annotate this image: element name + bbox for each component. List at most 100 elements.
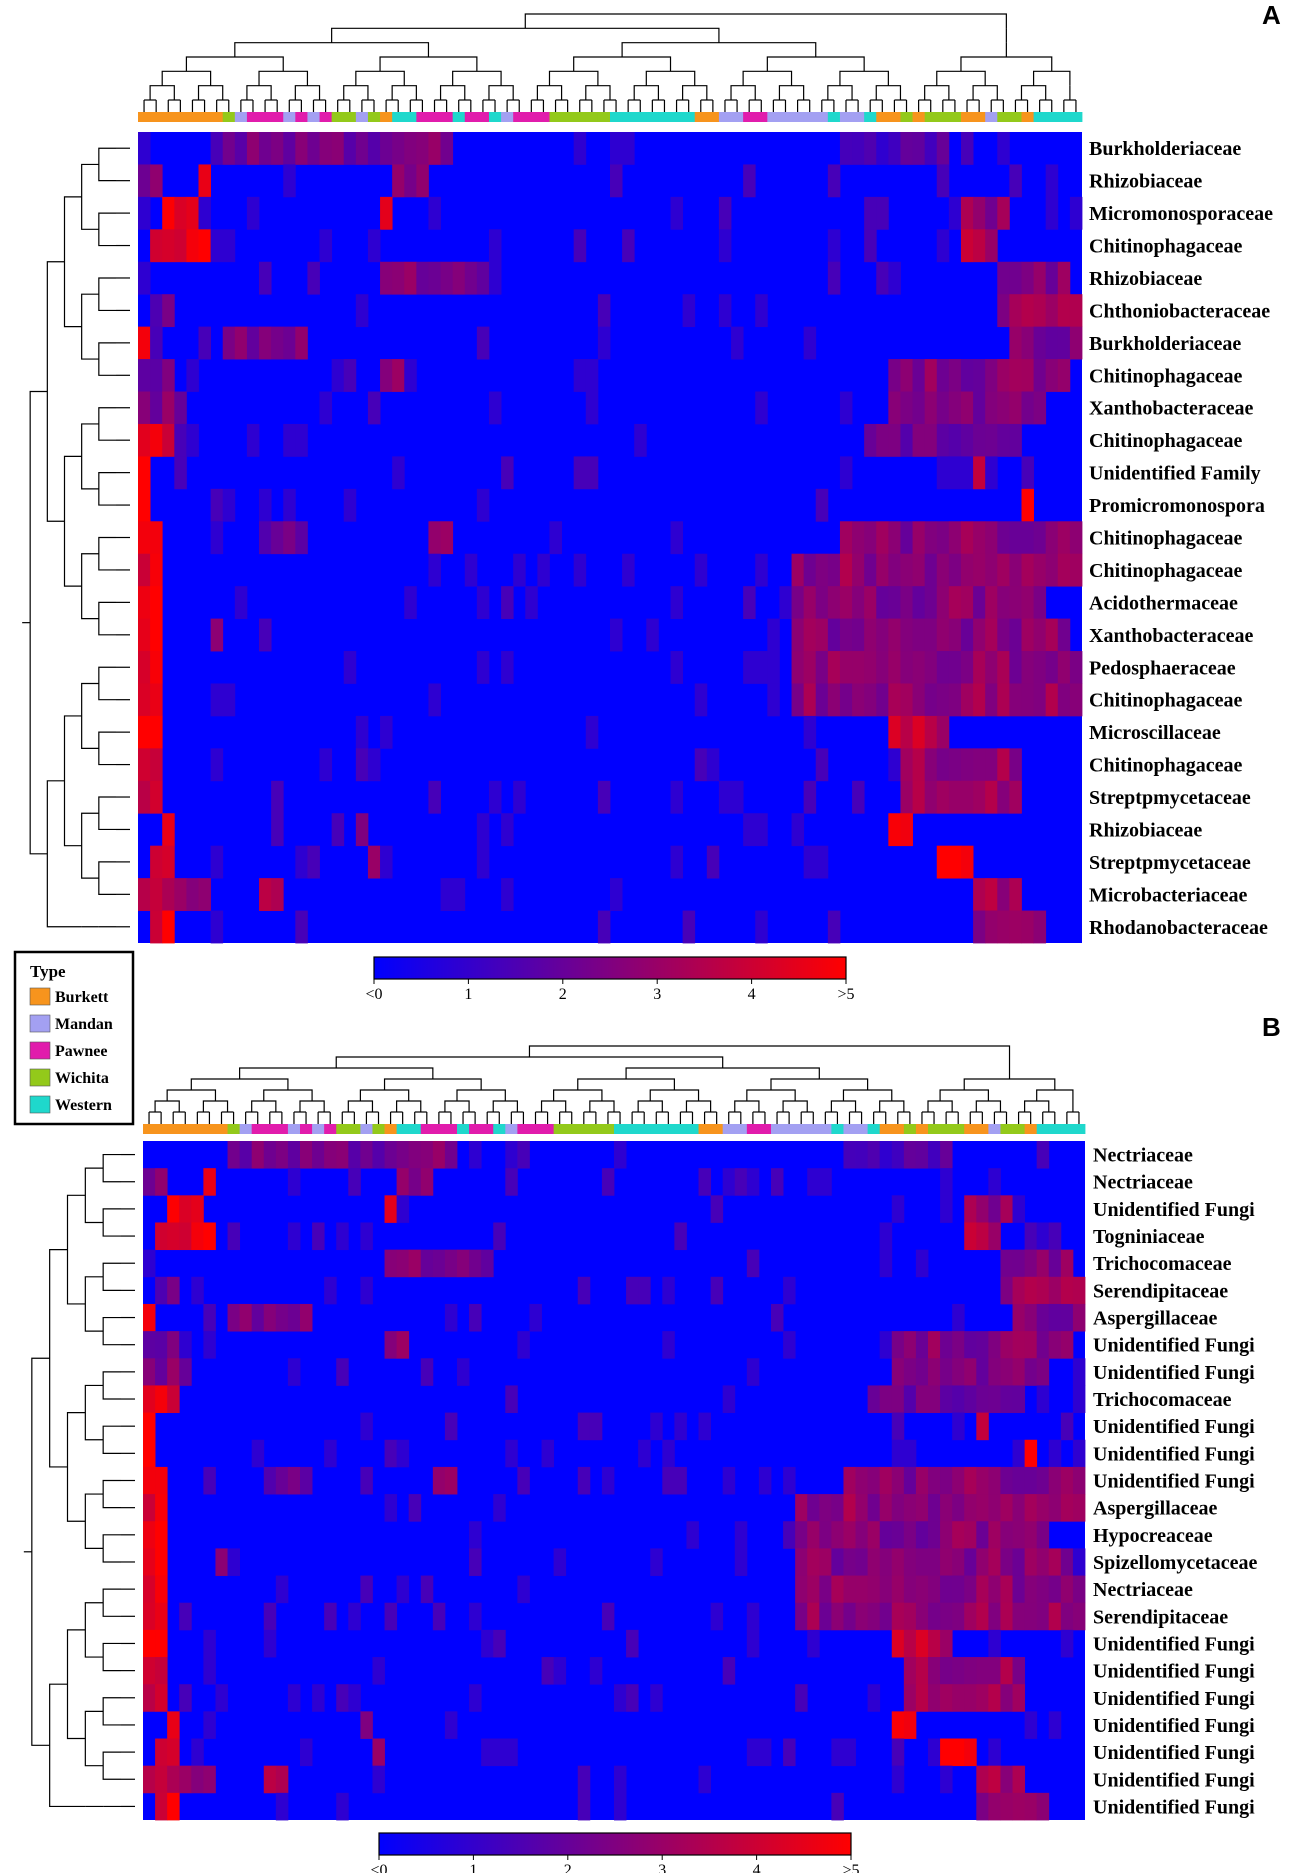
heatmap-cell [1072, 1303, 1086, 1332]
heatmap-cell [222, 229, 236, 263]
heatmap-cell [287, 1303, 301, 1332]
heatmap-cell [138, 261, 151, 295]
heatmap-cell [718, 196, 732, 230]
column-type-western [1072, 1124, 1086, 1134]
colorbar-tick-label: >5 [842, 1862, 859, 1873]
heatmap-cell [948, 618, 962, 652]
heatmap-cell [295, 910, 308, 944]
heatmap-cell [210, 229, 224, 263]
heatmap-cell [1021, 261, 1034, 295]
heatmap-cell [155, 1602, 168, 1631]
heatmap-cell [404, 586, 417, 619]
heatmap-cell [960, 845, 974, 879]
heatmap-cell [143, 1684, 156, 1712]
row-label: Trichocomaceae [1093, 1389, 1232, 1411]
heatmap-cell [1012, 1494, 1026, 1522]
dendrogram-branch [444, 1100, 470, 1112]
heatmap-cell [324, 1276, 337, 1305]
column-type-mandan [795, 1124, 808, 1134]
dendrogram-branch [263, 1089, 313, 1101]
heatmap-cell [150, 878, 163, 911]
heatmap-cell [988, 1657, 1001, 1685]
dendrogram-branch [963, 1078, 1056, 1090]
dendrogram-branch [456, 1089, 506, 1101]
heatmap-cell [807, 1575, 820, 1604]
heatmap-cell [988, 1195, 1001, 1223]
heatmap-cell [694, 748, 708, 782]
heatmap-cell [1069, 294, 1083, 328]
heatmap-cell [300, 1303, 313, 1332]
heatmap-cell [553, 1548, 567, 1576]
column-type-wichita [585, 112, 599, 122]
heatmap-cell [876, 683, 889, 717]
column-type-burkett [380, 112, 393, 122]
heatmap-cell [263, 1466, 277, 1495]
heatmap-cell [722, 1385, 736, 1413]
heatmap-cell [915, 1358, 929, 1386]
column-type-pawnee [300, 1124, 313, 1134]
heatmap-cell [138, 196, 151, 230]
heatmap-cell [246, 326, 260, 360]
heatmap-cell [936, 553, 950, 587]
heatmap-cell [1000, 1494, 1013, 1522]
dendrogram-branch [730, 85, 756, 100]
heatmap-cell [831, 1575, 844, 1604]
heatmap-cell [791, 618, 805, 652]
heatmap-cell [1048, 1276, 1062, 1305]
dendrogram-branch [81, 682, 99, 749]
heatmap-cell [573, 229, 587, 263]
heatmap-cell [227, 1141, 241, 1169]
heatmap-cell [1033, 618, 1047, 652]
heatmap-cell [876, 423, 889, 457]
dendrogram-branch [331, 27, 720, 43]
column-type-mandan [783, 1124, 796, 1134]
heatmap-cell [1057, 326, 1071, 360]
heatmap-cell [1048, 1303, 1062, 1332]
heatmap-cell [852, 553, 865, 587]
heatmap-cell [150, 586, 163, 619]
dendrogram-branch [625, 1067, 820, 1079]
dendrogram-branch [102, 1588, 121, 1617]
heatmap-cell [891, 1521, 905, 1549]
heatmap-cell [988, 1521, 1001, 1549]
heatmap-panel-a: Burkholderiaceae Rhizobiaceae Micromonospo… [22, 13, 1273, 944]
heatmap-cell [404, 261, 417, 295]
dendrogram-branch [391, 85, 417, 100]
dendrogram-branch [81, 163, 99, 230]
heatmap-cell [488, 261, 502, 295]
heatmap-cell [440, 878, 454, 911]
heatmap-cell [948, 651, 962, 684]
column-type-wichita [561, 112, 575, 122]
heatmap-cell [795, 1548, 808, 1576]
dendrogram-branch [161, 70, 212, 86]
heatmap-cell [815, 553, 829, 587]
heatmap-cell [271, 878, 284, 911]
heatmap-cell [215, 1684, 228, 1712]
heatmap-cell [198, 326, 212, 360]
heatmap-cell [976, 1331, 989, 1359]
dendrogram-branch [645, 70, 696, 86]
heatmap-cell [307, 132, 320, 165]
heatmap-cell [143, 1439, 156, 1468]
row-label: Xanthobacteraceae [1089, 625, 1254, 647]
heatmap-cell [143, 1602, 156, 1631]
legend-swatch-burkett [29, 987, 51, 1006]
heatmap-cell [876, 132, 889, 165]
heatmap-cell [577, 1276, 591, 1305]
column-type-pawnee [513, 112, 526, 122]
heatmap-cell [222, 683, 236, 717]
heatmap-cell [1012, 1684, 1026, 1712]
heatmap-cell [392, 132, 405, 165]
heatmap-cell [831, 1548, 844, 1576]
heatmap-cell [1060, 1629, 1074, 1658]
heatmap-cell [1048, 1575, 1062, 1604]
row-label: Nectriaceae [1093, 1579, 1193, 1601]
dendrogram-branch [746, 1089, 796, 1101]
row-label: Unidentified Fungi [1093, 1715, 1255, 1737]
heatmap-cell [1021, 553, 1034, 587]
heatmap-cell [888, 132, 901, 165]
heatmap-cell [1036, 1331, 1050, 1359]
column-type-pawnee [517, 1124, 530, 1134]
heatmap-cell [408, 1494, 422, 1522]
heatmap-cell [997, 423, 1010, 457]
